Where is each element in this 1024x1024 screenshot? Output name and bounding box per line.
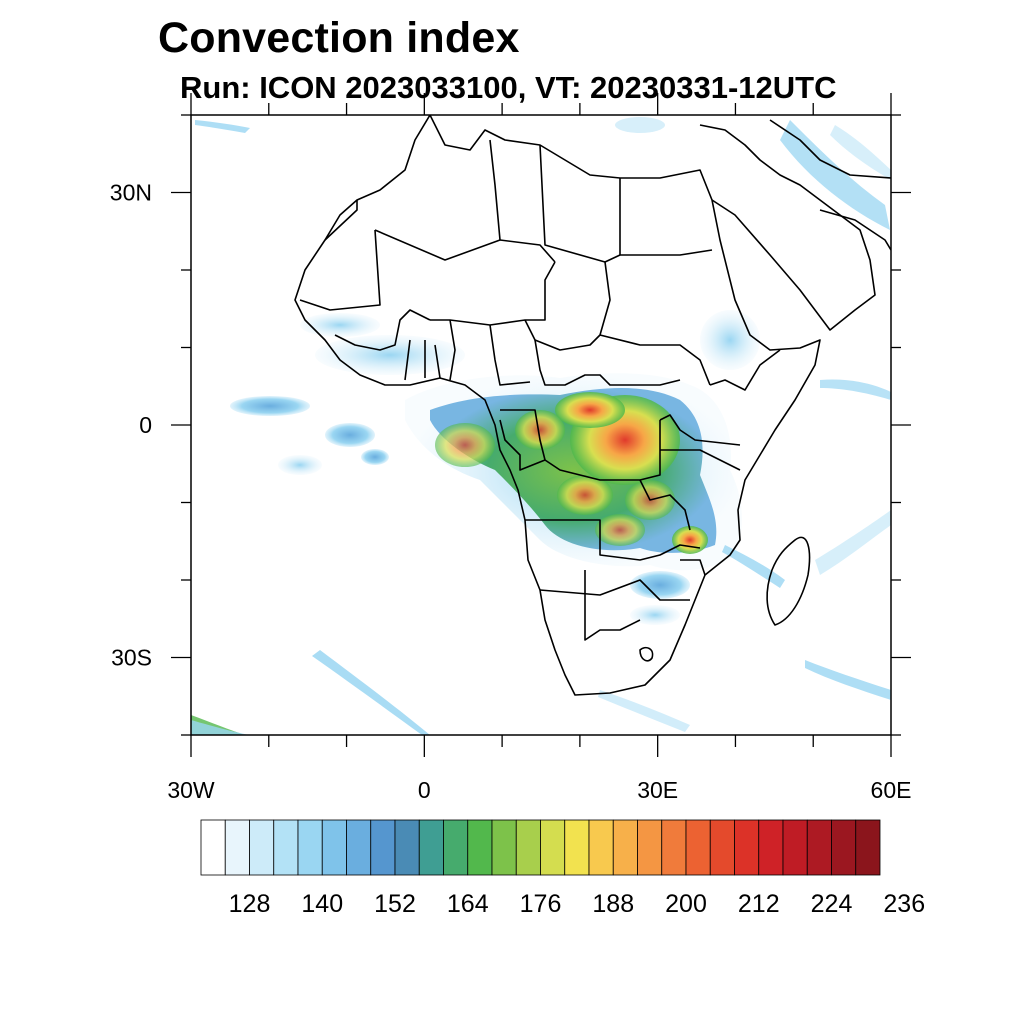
y-tick-label: 30N (110, 180, 152, 206)
colorbar-swatch (370, 819, 396, 876)
coastlines-and-borders (294, 115, 891, 696)
colorbar-swatch (467, 819, 493, 876)
colorbar-label: 200 (665, 890, 707, 918)
colorbar-swatch (200, 819, 226, 876)
colorbar-swatch (540, 819, 566, 876)
colorbar-label: 212 (738, 890, 780, 918)
colorbar-label: 152 (374, 890, 416, 918)
colorbar-swatch (297, 819, 323, 876)
colorbar-swatch (224, 819, 250, 876)
colorbar-swatch (782, 819, 808, 876)
y-tick-label: 0 (139, 412, 152, 438)
colorbar-swatch (709, 819, 735, 876)
colorbar-swatch (443, 819, 469, 876)
colorbar-swatch (758, 819, 784, 876)
colorbar-label: 128 (229, 890, 271, 918)
y-tick-label: 30S (111, 645, 152, 671)
convection-field (191, 115, 891, 735)
colorbar-swatch (515, 819, 541, 876)
colorbar-swatch (855, 819, 881, 876)
colorbar-swatch (564, 819, 590, 876)
colorbar-swatch (588, 819, 614, 876)
colorbar-swatch (418, 819, 444, 876)
colorbar-swatch (806, 819, 832, 876)
colorbar-swatch (685, 819, 711, 876)
y-axis: 30N 0 30S (110, 114, 911, 736)
colorbar-label: 188 (592, 890, 634, 918)
x-tick-label: 60E (871, 777, 912, 803)
colorbar-swatch (734, 819, 760, 876)
colorbar-labels: 128 140 152 164 176 188 200 212 224 236 (229, 890, 925, 918)
colorbar-label: 236 (883, 890, 925, 918)
colorbar-swatch (831, 819, 857, 876)
colorbar-label: 224 (811, 890, 853, 918)
colorbar-swatch (637, 819, 663, 876)
colorbar (200, 819, 881, 876)
colorbar-swatch (321, 819, 347, 876)
colorbar-swatch (273, 819, 299, 876)
colorbar-swatch (612, 819, 638, 876)
colorbar-swatch (249, 819, 275, 876)
colorbar-swatch (491, 819, 517, 876)
colorbar-swatch (394, 819, 420, 876)
colorbar-label: 164 (447, 890, 489, 918)
x-axis: 30W 0 30E 60E (167, 93, 911, 803)
chart-subtitle: Run: ICON 2023033100, VT: 20230331-12UTC (180, 70, 837, 105)
colorbar-label: 140 (301, 890, 343, 918)
x-tick-label: 30E (637, 777, 678, 803)
colorbar-swatch (346, 819, 372, 876)
colorbar-swatch (661, 819, 687, 876)
x-tick-label: 30W (167, 777, 215, 803)
x-tick-label: 0 (418, 777, 431, 803)
colorbar-label: 176 (520, 890, 562, 918)
chart-title: Convection index (158, 14, 520, 62)
